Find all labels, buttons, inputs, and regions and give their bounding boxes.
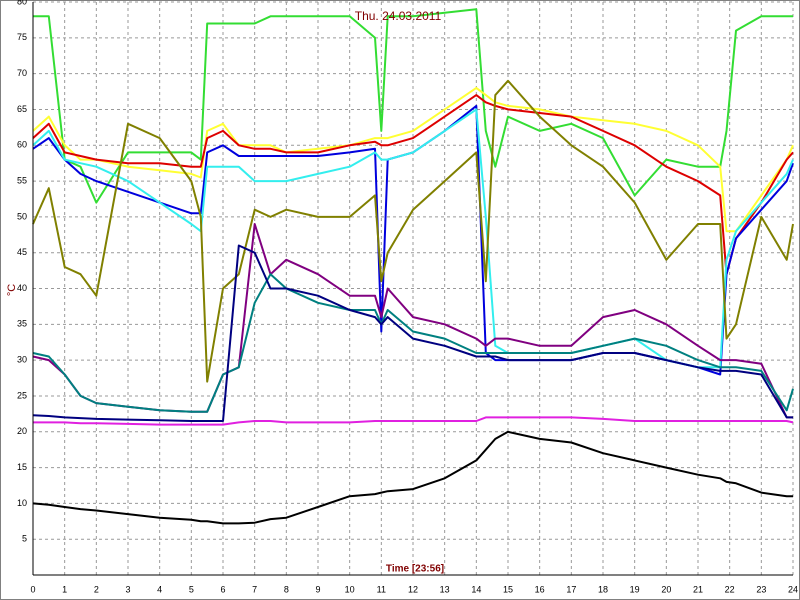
x-tick-label: 17 (566, 584, 576, 594)
x-tick-label: 10 (345, 584, 355, 594)
x-tick-label: 7 (252, 584, 257, 594)
x-tick-label: 15 (503, 584, 513, 594)
x-axis-label: Time [23:56] (386, 564, 444, 575)
y-axis-label: °C (6, 284, 18, 296)
y-tick-label: 70 (17, 68, 27, 78)
y-tick-label: 50 (17, 211, 27, 221)
lines (32, 8, 794, 525)
x-tick-label: 4 (157, 584, 162, 594)
x-tick-label: 23 (756, 584, 766, 594)
y-tick-label: 10 (17, 498, 27, 508)
x-tick-label: 21 (693, 584, 703, 594)
x-tick-label: 0 (30, 584, 35, 594)
chart-title: Thu. 24.03.2011 (355, 9, 442, 23)
x-tick-label: 9 (315, 584, 320, 594)
series-line (32, 94, 794, 276)
y-tick-label: 75 (17, 32, 27, 42)
y-tick-label: 45 (17, 247, 27, 257)
y-tick-label: 60 (17, 140, 27, 150)
series-line (32, 244, 793, 422)
x-tick-label: 11 (377, 584, 386, 594)
series-line (33, 8, 793, 204)
x-tick-label: 6 (220, 584, 225, 594)
grid (32, 1, 794, 575)
y-tick-label: 40 (17, 283, 27, 293)
x-tick-label: 13 (440, 584, 450, 594)
x-tick-label: 1 (62, 584, 67, 594)
x-tick-label: 3 (125, 584, 130, 594)
x-tick-label: 2 (94, 584, 99, 594)
y-tick-label: 5 (22, 534, 27, 544)
x-tick-label: 8 (284, 584, 289, 594)
x-tick-label: 12 (408, 584, 418, 594)
y-tick-label: 35 (17, 319, 27, 329)
x-tick-label: 24 (788, 584, 798, 594)
x-tick-label: 20 (661, 584, 671, 594)
y-tick-label: 55 (17, 175, 27, 185)
x-tick-label: 19 (630, 584, 640, 594)
y-tick-label: 20 (17, 426, 27, 436)
y-tick-label: 80 (17, 0, 27, 6)
x-tick-label: 14 (471, 584, 481, 594)
x-tick-label: 16 (535, 584, 545, 594)
series-line (32, 430, 793, 525)
y-tick-label: 65 (17, 104, 27, 114)
y-tick-label: 15 (17, 462, 27, 472)
y-tick-label: 30 (17, 355, 27, 365)
y-tick-label: 25 (17, 390, 27, 400)
series-line (32, 273, 794, 413)
x-tick-label: 22 (725, 584, 735, 594)
series-line (32, 79, 794, 383)
x-tick-label: 5 (189, 584, 194, 594)
x-tick-label: 18 (598, 584, 608, 594)
series-line (32, 86, 794, 233)
series-line (33, 416, 794, 426)
